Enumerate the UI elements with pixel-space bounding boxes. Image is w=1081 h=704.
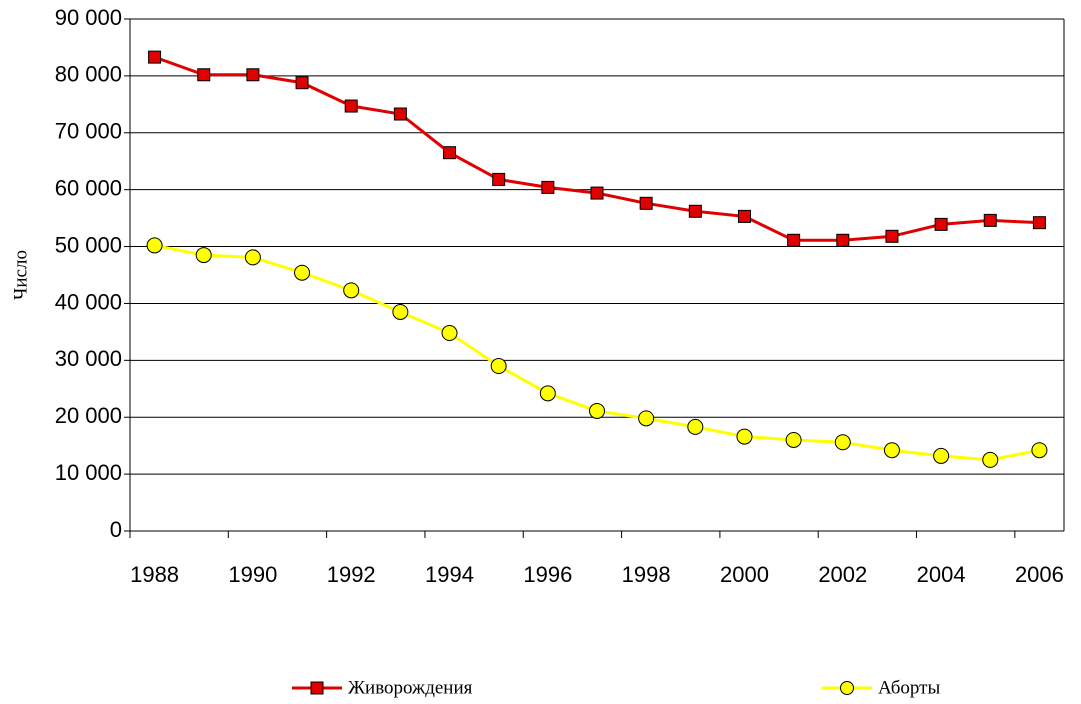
- marker: [638, 410, 655, 427]
- marker: [983, 213, 997, 227]
- series-line: [154, 243, 1040, 462]
- y-tick-label: 40 000: [55, 289, 122, 314]
- marker: [688, 204, 702, 218]
- legend-label: Живорождения: [348, 677, 473, 698]
- marker: [294, 264, 311, 281]
- marker: [146, 237, 163, 254]
- marker: [244, 249, 261, 266]
- marker: [344, 99, 358, 113]
- marker: [590, 186, 604, 200]
- marker: [441, 325, 458, 342]
- x-tick-label: 1996: [523, 562, 572, 587]
- y-tick-label: 0: [110, 517, 122, 542]
- y-axis-label: Число: [10, 250, 31, 300]
- x-tick-label: 1992: [327, 562, 376, 587]
- marker: [834, 434, 851, 451]
- marker: [541, 180, 555, 194]
- x-tick-label: 1994: [425, 562, 474, 587]
- marker: [492, 172, 506, 186]
- marker: [1032, 216, 1046, 230]
- y-tick-label: 30 000: [55, 346, 122, 371]
- marker: [195, 247, 212, 264]
- marker: [883, 442, 900, 459]
- x-tick-label: 2000: [720, 562, 769, 587]
- marker: [687, 418, 704, 435]
- marker: [392, 303, 409, 320]
- marker: [982, 451, 999, 468]
- y-tick-label: 20 000: [55, 403, 122, 428]
- x-tick-label: 1998: [622, 562, 671, 587]
- legend-marker: [840, 681, 854, 695]
- y-tick-label: 70 000: [55, 119, 122, 144]
- y-tick-label: 10 000: [55, 460, 122, 485]
- marker: [246, 68, 260, 82]
- legend-marker: [310, 681, 324, 695]
- x-tick-label: 1988: [130, 562, 179, 587]
- marker: [836, 233, 850, 247]
- y-tick-label: 50 000: [55, 232, 122, 257]
- marker: [737, 209, 751, 223]
- marker: [785, 431, 802, 448]
- marker: [639, 196, 653, 210]
- marker: [934, 217, 948, 231]
- marker: [736, 428, 753, 445]
- x-tick-label: 2004: [917, 562, 966, 587]
- marker: [933, 447, 950, 464]
- marker: [885, 229, 899, 243]
- marker: [197, 68, 211, 82]
- marker: [787, 233, 801, 247]
- x-tick-label: 2006: [1015, 562, 1064, 587]
- y-tick-label: 90 000: [55, 5, 122, 30]
- marker: [1031, 442, 1048, 459]
- marker: [343, 282, 360, 299]
- y-tick-label: 60 000: [55, 175, 122, 200]
- marker: [295, 76, 309, 90]
- marker: [589, 402, 605, 419]
- x-tick-label: 1990: [228, 562, 277, 587]
- series-line: [154, 55, 1040, 242]
- y-tick-label: 80 000: [55, 62, 122, 87]
- marker: [148, 50, 162, 64]
- marker: [393, 107, 407, 121]
- marker: [443, 146, 457, 160]
- marker: [490, 358, 507, 375]
- legend-label: Аборты: [878, 677, 940, 698]
- x-tick-label: 2002: [818, 562, 867, 587]
- marker: [539, 385, 556, 402]
